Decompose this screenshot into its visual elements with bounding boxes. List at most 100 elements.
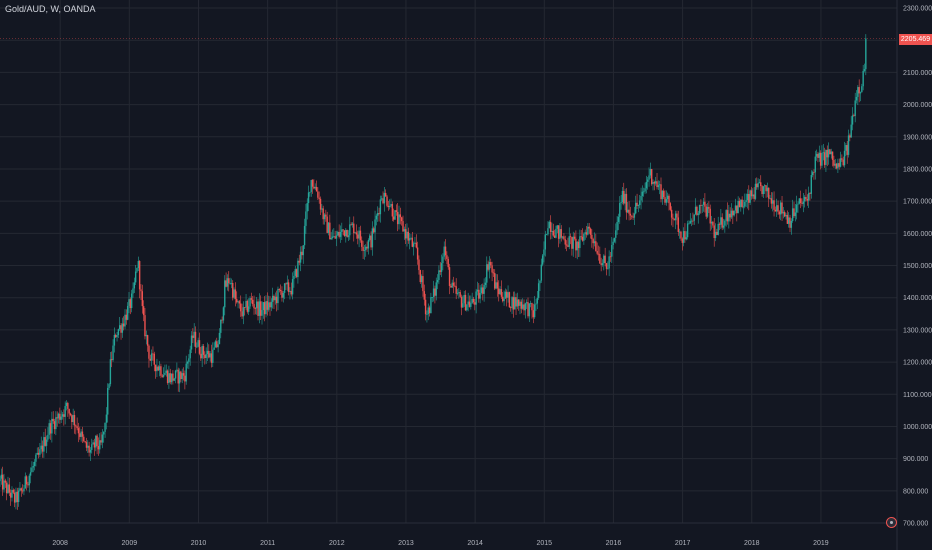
candle[interactable] bbox=[831, 151, 834, 160]
candle[interactable] bbox=[569, 236, 572, 238]
candle[interactable] bbox=[177, 369, 179, 384]
candle[interactable] bbox=[369, 235, 371, 241]
candle[interactable] bbox=[512, 297, 515, 310]
candle[interactable] bbox=[619, 203, 621, 217]
candle[interactable] bbox=[49, 423, 52, 434]
candle[interactable] bbox=[145, 335, 147, 337]
candle[interactable] bbox=[632, 216, 634, 218]
candle[interactable] bbox=[289, 290, 291, 292]
candle[interactable] bbox=[524, 303, 527, 311]
candle[interactable] bbox=[827, 149, 830, 158]
candle[interactable] bbox=[57, 413, 60, 419]
candle[interactable] bbox=[341, 229, 343, 233]
candle[interactable] bbox=[834, 163, 836, 166]
candle[interactable] bbox=[514, 297, 516, 310]
candle[interactable] bbox=[301, 251, 303, 256]
candle[interactable] bbox=[737, 200, 739, 214]
candle[interactable] bbox=[458, 292, 460, 293]
candle[interactable] bbox=[298, 260, 300, 263]
candle[interactable] bbox=[732, 210, 734, 216]
candle[interactable] bbox=[362, 246, 364, 251]
candle[interactable] bbox=[331, 236, 334, 238]
candle[interactable] bbox=[577, 241, 580, 249]
candle[interactable] bbox=[736, 205, 738, 214]
candle[interactable] bbox=[283, 283, 286, 293]
candle[interactable] bbox=[789, 217, 791, 228]
candle[interactable] bbox=[81, 431, 84, 437]
candle[interactable] bbox=[460, 296, 463, 308]
candle[interactable] bbox=[466, 304, 468, 311]
candle[interactable] bbox=[636, 202, 638, 206]
candle[interactable] bbox=[424, 299, 427, 315]
candle[interactable] bbox=[760, 182, 762, 187]
candle[interactable] bbox=[311, 180, 314, 187]
candle[interactable] bbox=[653, 181, 656, 184]
candle[interactable] bbox=[748, 193, 750, 203]
candle[interactable] bbox=[494, 273, 496, 289]
candle[interactable] bbox=[313, 186, 315, 189]
candle[interactable] bbox=[604, 255, 606, 264]
candle[interactable] bbox=[174, 370, 177, 379]
candle[interactable] bbox=[281, 291, 283, 298]
candle[interactable] bbox=[314, 186, 316, 189]
candle[interactable] bbox=[595, 241, 597, 251]
candle[interactable] bbox=[556, 225, 558, 229]
candle[interactable] bbox=[160, 366, 162, 376]
candle[interactable] bbox=[384, 192, 387, 197]
candle[interactable] bbox=[596, 250, 598, 254]
candle[interactable] bbox=[270, 301, 273, 308]
candle[interactable] bbox=[666, 195, 669, 200]
candle[interactable] bbox=[499, 289, 501, 295]
candle[interactable] bbox=[210, 353, 213, 363]
candle[interactable] bbox=[474, 302, 476, 305]
candle[interactable] bbox=[318, 197, 320, 199]
candle[interactable] bbox=[783, 212, 786, 217]
candle[interactable] bbox=[593, 241, 596, 244]
candle[interactable] bbox=[657, 185, 660, 188]
candle[interactable] bbox=[438, 270, 440, 280]
candle[interactable] bbox=[315, 186, 318, 192]
candle[interactable] bbox=[7, 484, 9, 494]
candle[interactable] bbox=[391, 203, 394, 217]
candle[interactable] bbox=[390, 203, 392, 207]
candle[interactable] bbox=[548, 221, 550, 229]
candle[interactable] bbox=[28, 475, 30, 486]
candle[interactable] bbox=[553, 235, 556, 238]
candle[interactable] bbox=[809, 193, 811, 195]
candle[interactable] bbox=[603, 255, 605, 264]
candle[interactable] bbox=[826, 149, 828, 158]
candle[interactable] bbox=[241, 311, 243, 317]
candle[interactable] bbox=[670, 209, 673, 218]
candle[interactable] bbox=[791, 208, 794, 221]
candle[interactable] bbox=[515, 297, 517, 307]
candle[interactable] bbox=[65, 402, 68, 407]
candle[interactable] bbox=[261, 310, 263, 316]
candle[interactable] bbox=[790, 220, 793, 228]
candle[interactable] bbox=[475, 291, 477, 305]
candle[interactable] bbox=[150, 353, 153, 361]
candle[interactable] bbox=[545, 234, 548, 236]
candle[interactable] bbox=[165, 370, 167, 373]
candle[interactable] bbox=[359, 230, 362, 241]
candle[interactable] bbox=[402, 221, 404, 232]
candle[interactable] bbox=[773, 200, 775, 210]
candle[interactable] bbox=[818, 152, 820, 158]
candle[interactable] bbox=[756, 183, 758, 188]
candle[interactable] bbox=[72, 415, 74, 423]
candle[interactable] bbox=[641, 191, 644, 196]
candle[interactable] bbox=[302, 245, 304, 256]
candle[interactable] bbox=[551, 230, 553, 232]
candle[interactable] bbox=[700, 205, 702, 206]
candle[interactable] bbox=[439, 270, 441, 272]
candle[interactable] bbox=[770, 198, 773, 204]
candle[interactable] bbox=[712, 221, 714, 226]
candle[interactable] bbox=[45, 439, 48, 446]
candle[interactable] bbox=[253, 304, 255, 309]
candle[interactable] bbox=[41, 445, 44, 452]
candle[interactable] bbox=[517, 299, 520, 306]
candle[interactable] bbox=[366, 246, 368, 249]
candle[interactable] bbox=[299, 251, 302, 263]
candle[interactable] bbox=[242, 307, 245, 317]
candle[interactable] bbox=[381, 198, 383, 200]
candle[interactable] bbox=[105, 414, 108, 423]
